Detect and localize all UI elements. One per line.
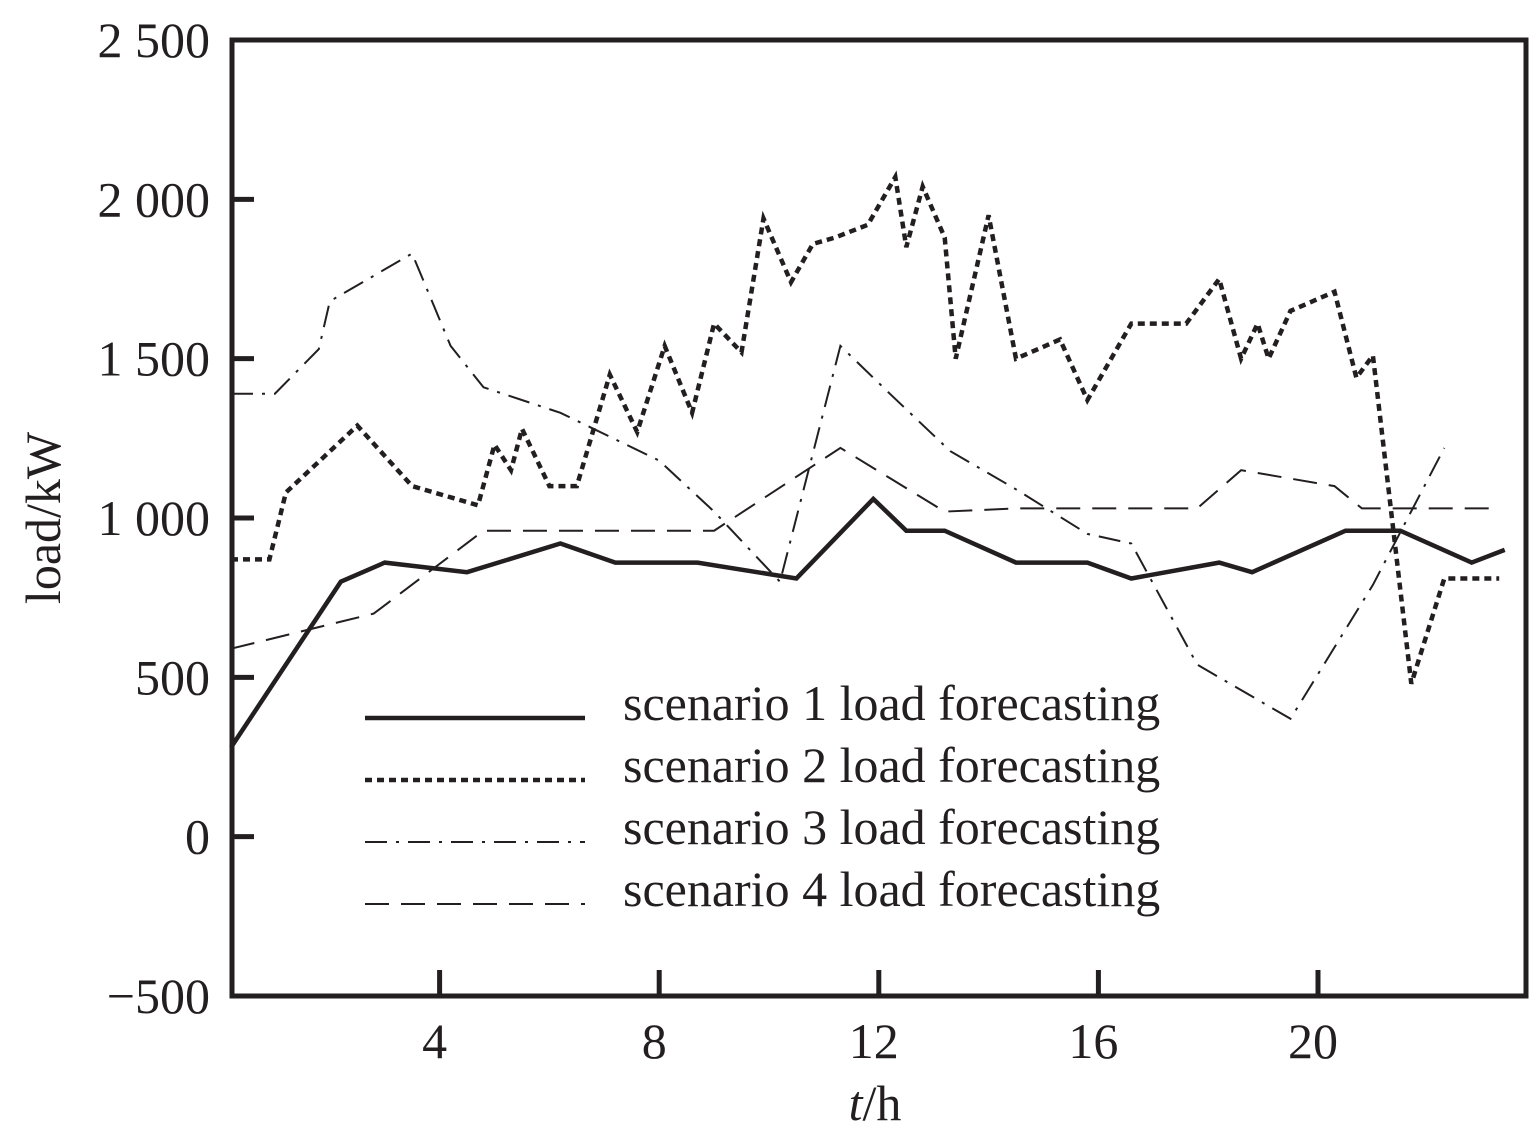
series-lines bbox=[229, 170, 1506, 749]
x-axis-variable: t bbox=[849, 1075, 864, 1131]
legend-label-2: scenario 2 load forecasting bbox=[623, 737, 1160, 793]
legend-label-1: scenario 1 load forecasting bbox=[623, 675, 1160, 731]
y-tick-label: 2 000 bbox=[98, 171, 211, 227]
legend: scenario 1 load forecasting scenario 2 lo… bbox=[365, 675, 1160, 917]
y-tick-label: 1 000 bbox=[98, 490, 211, 546]
y-tick-label: 1 500 bbox=[98, 331, 211, 387]
y-axis-title: load/kW bbox=[15, 431, 71, 604]
x-axis-ticks: 4 8 12 16 20 bbox=[422, 970, 1338, 1069]
y-tick-label: 2 500 bbox=[98, 12, 211, 68]
series-line-2 bbox=[231, 170, 1500, 685]
x-tick-label: 16 bbox=[1068, 1013, 1118, 1069]
x-tick-label: 4 bbox=[422, 1013, 447, 1069]
y-tick-label: 0 bbox=[185, 809, 210, 865]
legend-label-3: scenario 3 load forecasting bbox=[623, 799, 1160, 855]
x-axis-title: t/h bbox=[849, 1075, 902, 1131]
y-axis-ticks: −500 0 500 1 000 1 500 2 000 2 500 bbox=[98, 12, 254, 1024]
x-tick-label: 20 bbox=[1288, 1013, 1338, 1069]
x-tick-label: 8 bbox=[642, 1013, 667, 1069]
series-line-1 bbox=[229, 495, 1506, 749]
x-tick-label: 12 bbox=[849, 1013, 899, 1069]
legend-label-4: scenario 4 load forecasting bbox=[623, 861, 1160, 917]
series-line-3 bbox=[231, 252, 1446, 721]
y-tick-label: 500 bbox=[135, 649, 210, 705]
y-tick-label: −500 bbox=[107, 968, 210, 1024]
series-line-4 bbox=[230, 446, 1500, 650]
x-axis-unit: /h bbox=[863, 1075, 902, 1131]
